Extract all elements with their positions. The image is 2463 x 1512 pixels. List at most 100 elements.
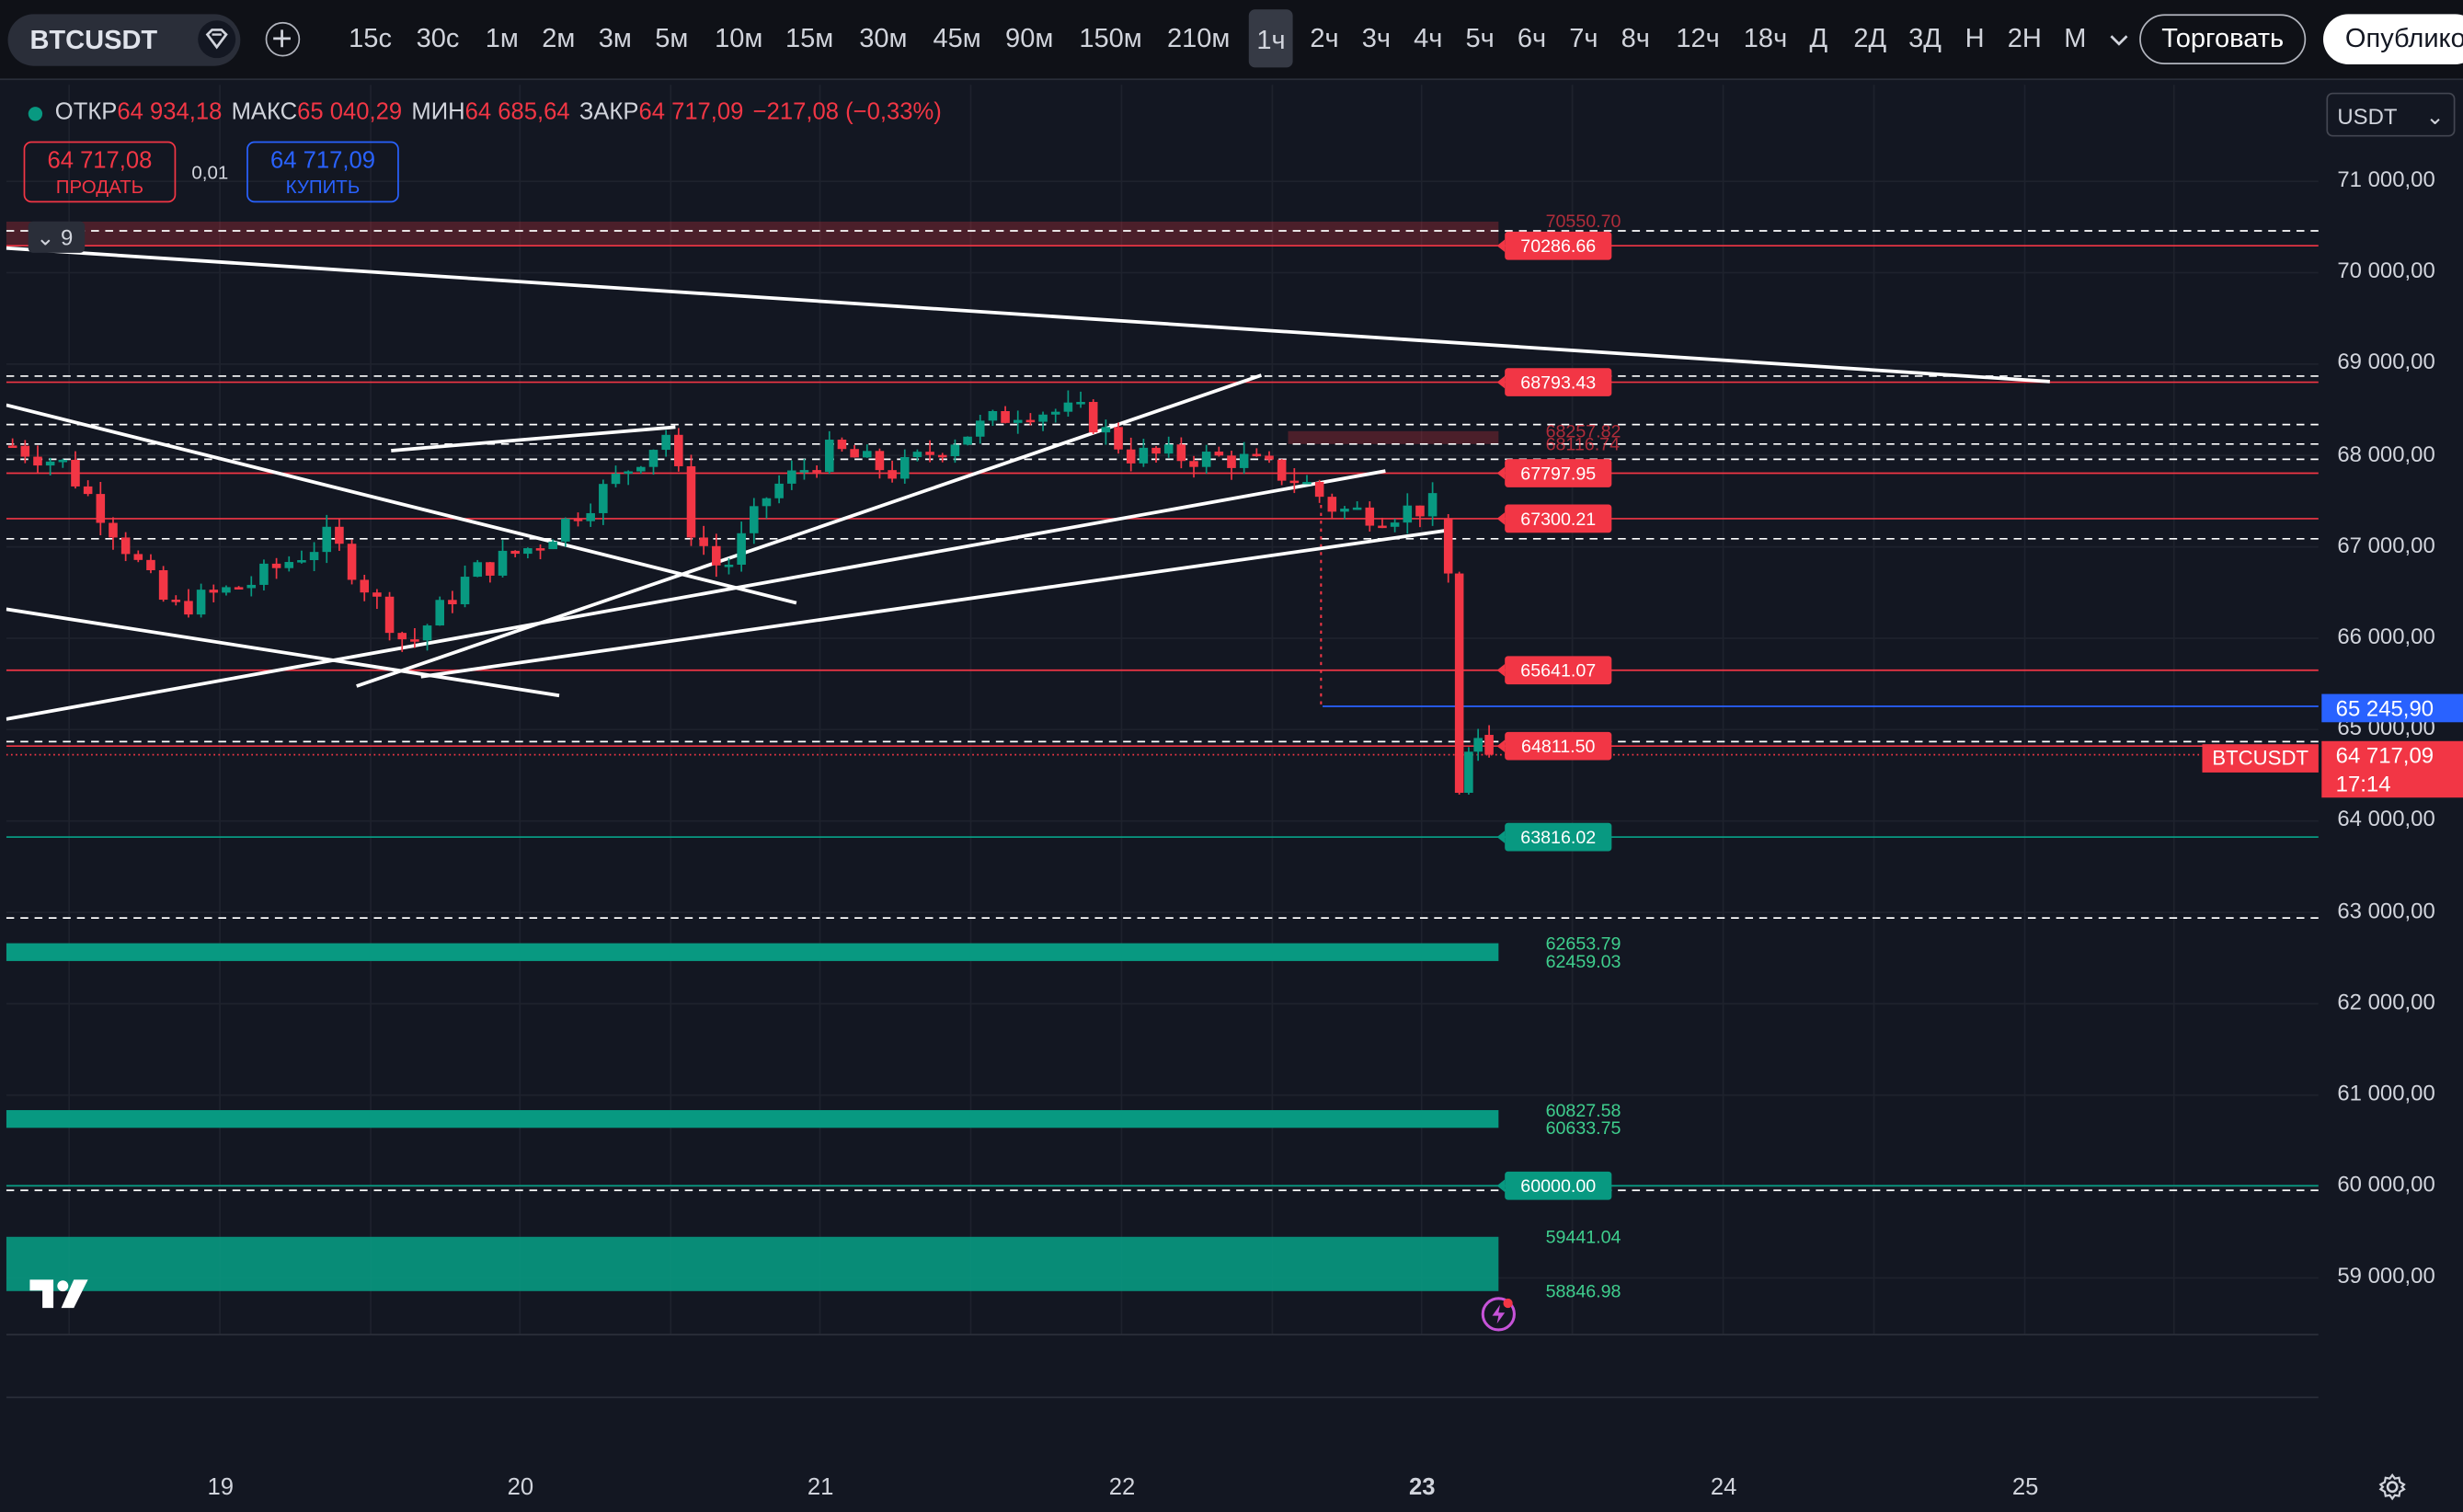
currency-select[interactable]: USDT ⌄ — [2326, 92, 2456, 137]
timeframe-11[interactable]: 150м — [1079, 23, 1142, 54]
candle-body — [1139, 447, 1149, 464]
time-tick: 22 — [1108, 1474, 1136, 1502]
change-value: −217,08 (−0,33%) — [752, 98, 942, 126]
timeframe-0[interactable]: 15с — [349, 23, 392, 54]
timeframe-4[interactable]: 3м — [598, 23, 632, 54]
zone-box — [6, 943, 1499, 961]
price-tick: 59 000,00 — [2337, 1263, 2435, 1289]
timeframe-12[interactable]: 210м — [1166, 23, 1231, 54]
price-tick: 61 000,00 — [2337, 1080, 2435, 1105]
trade-button[interactable]: Торговать — [2139, 14, 2307, 64]
timeframe-3[interactable]: 2м — [542, 23, 576, 54]
timeframe-20[interactable]: 8ч — [1621, 23, 1650, 54]
price-tick: 62 000,00 — [2337, 989, 2435, 1014]
lightning-alert-icon[interactable] — [1480, 1295, 1518, 1341]
timeframe-27[interactable]: 2Н — [2007, 23, 2042, 54]
spread-value: 0,01 — [191, 161, 229, 184]
candle-body — [498, 550, 508, 576]
zone-box — [6, 221, 1499, 246]
level-tag-pointer — [1496, 239, 1506, 253]
candle-body — [7, 445, 17, 449]
candle-body — [812, 470, 821, 473]
sell-button[interactable]: 64 717,08 ПРОДАТЬ — [23, 141, 177, 203]
timeframe-17[interactable]: 5ч — [1465, 23, 1495, 54]
candle-body — [309, 552, 319, 561]
low-value: 64 685,64 — [464, 98, 570, 126]
timeframe-13[interactable]: 1ч — [1248, 9, 1294, 68]
open-value: 64 934,18 — [117, 98, 223, 126]
candle-body — [435, 600, 444, 626]
trend-line — [6, 246, 2050, 384]
tradingview-logo[interactable] — [29, 1277, 91, 1319]
gear-icon[interactable] — [2378, 1472, 2407, 1508]
price-tick: 68 000,00 — [2337, 441, 2435, 466]
candle-body — [1415, 505, 1425, 517]
level-tag-pointer — [1496, 375, 1506, 389]
timeframe-9[interactable]: 45м — [933, 23, 981, 54]
timeframe-18[interactable]: 6ч — [1517, 23, 1547, 54]
timeframe-26[interactable]: Н — [1965, 23, 1985, 54]
candle-body — [372, 592, 382, 597]
timeframe-15[interactable]: 3ч — [1361, 23, 1392, 54]
candle-body — [762, 498, 772, 507]
add-symbol-icon[interactable] — [265, 21, 301, 57]
timeframe-22[interactable]: 18ч — [1743, 23, 1788, 54]
more-timeframes-icon[interactable] — [2108, 29, 2130, 58]
timeframe-6[interactable]: 10м — [715, 23, 763, 54]
candle-body — [899, 456, 910, 479]
open-label: ОТКР — [54, 98, 118, 126]
candle-body — [184, 601, 193, 615]
candle-body — [209, 590, 219, 593]
candle-body — [196, 590, 206, 615]
level-tag — [1505, 459, 1612, 487]
drawings-toggle[interactable]: ⌄ 9 — [28, 221, 86, 253]
diamond-icon[interactable] — [198, 20, 236, 59]
candle-body — [1050, 411, 1060, 415]
candle-body — [1378, 525, 1387, 529]
trend-line — [6, 469, 1386, 721]
candle-body — [133, 554, 143, 560]
timeframe-8[interactable]: 30м — [859, 23, 908, 54]
price-chart[interactable]: 70550.70 70286.66 68793.43 68257.8268116.74… — [6, 85, 2319, 1466]
timeframe-10[interactable]: 90м — [1005, 23, 1054, 54]
level-text: 62459.03 — [1546, 952, 1621, 972]
level-text: 62653.79 — [1546, 934, 1621, 954]
candle-body — [636, 466, 646, 472]
timeframe-1[interactable]: 30с — [416, 23, 460, 54]
timeframe-24[interactable]: 2Д — [1853, 23, 1887, 54]
candle-body — [83, 486, 93, 495]
level-tag-text: 60000.00 — [1520, 1176, 1596, 1197]
buy-label: КУПИТЬ — [285, 176, 361, 199]
timeframe-25[interactable]: 3Д — [1908, 23, 1942, 54]
candle-body — [1327, 497, 1337, 512]
ohlc-legend: ОТКР64 934,18 МАКС65 040,29 МИН64 685,64 ЗА… — [28, 98, 951, 126]
candle-body — [1176, 444, 1186, 462]
price-tick: 60 000,00 — [2337, 1171, 2435, 1197]
publish-button[interactable]: Опублико — [2322, 14, 2463, 64]
candle-body — [1289, 480, 1300, 484]
symbol-search[interactable]: BTCUSDT — [7, 14, 241, 66]
time-tick: 23 — [1408, 1474, 1436, 1502]
timeframe-5[interactable]: 5м — [655, 23, 689, 54]
timeframe-2[interactable]: 1м — [485, 23, 519, 54]
price-tick: 66 000,00 — [2337, 623, 2435, 649]
close-label: ЗАКР — [579, 98, 639, 126]
timeframe-7[interactable]: 15м — [785, 23, 834, 54]
current-price-value: 64 717,09 — [2335, 742, 2434, 768]
timeframe-19[interactable]: 7ч — [1569, 23, 1598, 54]
low-label: МИН — [411, 98, 465, 126]
candle-body — [988, 410, 998, 421]
buy-button[interactable]: 64 717,09 КУПИТЬ — [246, 141, 399, 203]
candle-body — [1265, 455, 1274, 460]
timeframe-16[interactable]: 4ч — [1414, 23, 1443, 54]
candle-body — [410, 639, 419, 642]
level-tag — [1505, 656, 1612, 685]
candle-body — [473, 562, 482, 578]
timeframe-21[interactable]: 12ч — [1676, 23, 1720, 54]
timeframe-23[interactable]: Д — [1809, 23, 1828, 54]
timeframe-28[interactable]: М — [2064, 23, 2087, 54]
price-tick: 67 000,00 — [2337, 532, 2435, 557]
candle-body — [1443, 518, 1453, 574]
timeframe-14[interactable]: 2ч — [1310, 23, 1339, 54]
sell-label: ПРОДАТЬ — [55, 176, 144, 199]
